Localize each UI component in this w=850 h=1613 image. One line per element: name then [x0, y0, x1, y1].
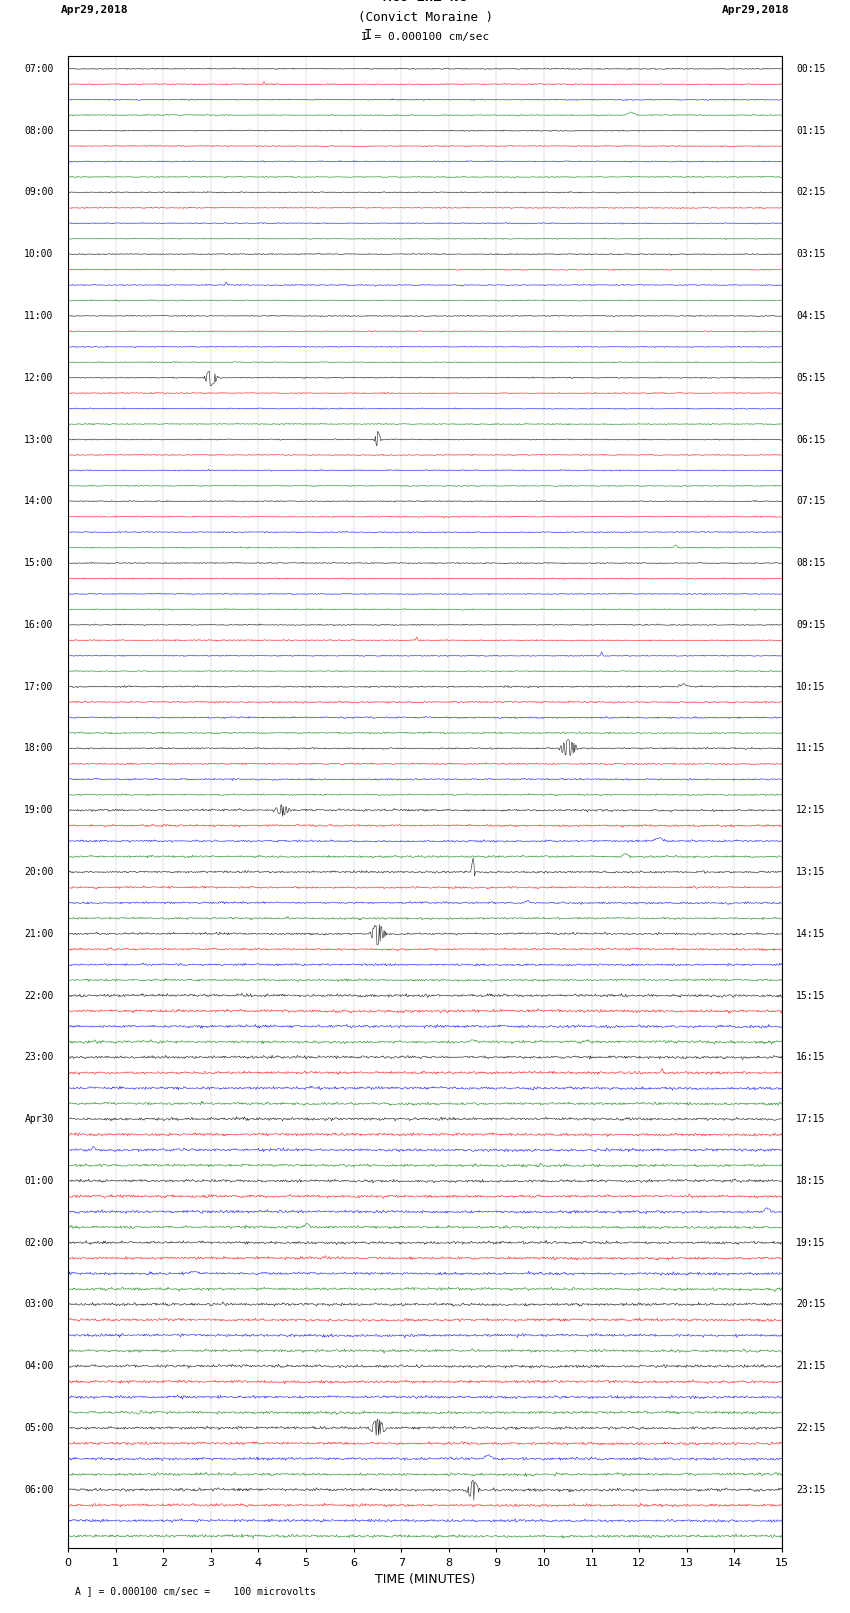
- Text: 05:00: 05:00: [25, 1423, 54, 1432]
- Text: Apr30: Apr30: [25, 1115, 54, 1124]
- Text: 17:15: 17:15: [796, 1115, 825, 1124]
- Text: 09:00: 09:00: [25, 187, 54, 197]
- Text: 06:15: 06:15: [796, 434, 825, 445]
- Text: 10:15: 10:15: [796, 682, 825, 692]
- Text: Apr29,2018: Apr29,2018: [61, 5, 128, 15]
- Text: 16:00: 16:00: [25, 619, 54, 629]
- Text: 02:00: 02:00: [25, 1237, 54, 1248]
- Text: 08:15: 08:15: [796, 558, 825, 568]
- Text: 03:00: 03:00: [25, 1300, 54, 1310]
- Text: 09:15: 09:15: [796, 619, 825, 629]
- Text: 01:15: 01:15: [796, 126, 825, 135]
- Text: 18:00: 18:00: [25, 744, 54, 753]
- Text: I = 0.000100 cm/sec: I = 0.000100 cm/sec: [361, 32, 489, 42]
- Text: 17:00: 17:00: [25, 682, 54, 692]
- Text: 23:00: 23:00: [25, 1052, 54, 1063]
- Text: 22:15: 22:15: [796, 1423, 825, 1432]
- Text: 18:15: 18:15: [796, 1176, 825, 1186]
- Text: 23:15: 23:15: [796, 1486, 825, 1495]
- Text: 11:00: 11:00: [25, 311, 54, 321]
- Text: 21:15: 21:15: [796, 1361, 825, 1371]
- Text: 14:15: 14:15: [796, 929, 825, 939]
- Text: 13:00: 13:00: [25, 434, 54, 445]
- Text: 22:00: 22:00: [25, 990, 54, 1000]
- Text: 12:15: 12:15: [796, 805, 825, 815]
- Text: (Convict Moraine ): (Convict Moraine ): [358, 11, 492, 24]
- Text: 10:00: 10:00: [25, 248, 54, 260]
- Text: 20:00: 20:00: [25, 866, 54, 877]
- Text: 08:00: 08:00: [25, 126, 54, 135]
- Text: 01:00: 01:00: [25, 1176, 54, 1186]
- Text: Apr29,2018: Apr29,2018: [722, 5, 789, 15]
- Text: 07:00: 07:00: [25, 65, 54, 74]
- Text: 15:15: 15:15: [796, 990, 825, 1000]
- Text: A ] = 0.000100 cm/sec =    100 microvolts: A ] = 0.000100 cm/sec = 100 microvolts: [75, 1586, 316, 1595]
- Text: 12:00: 12:00: [25, 373, 54, 382]
- Text: 19:15: 19:15: [796, 1237, 825, 1248]
- Text: 13:15: 13:15: [796, 866, 825, 877]
- Text: 06:00: 06:00: [25, 1486, 54, 1495]
- Text: 05:15: 05:15: [796, 373, 825, 382]
- Text: 11:15: 11:15: [796, 744, 825, 753]
- Text: MCO EHZ NC: MCO EHZ NC: [383, 0, 467, 5]
- Text: 16:15: 16:15: [796, 1052, 825, 1063]
- Text: 00:15: 00:15: [796, 65, 825, 74]
- Text: 20:15: 20:15: [796, 1300, 825, 1310]
- Text: 04:15: 04:15: [796, 311, 825, 321]
- Text: 07:15: 07:15: [796, 497, 825, 506]
- Text: 19:00: 19:00: [25, 805, 54, 815]
- X-axis label: TIME (MINUTES): TIME (MINUTES): [375, 1573, 475, 1586]
- Text: 02:15: 02:15: [796, 187, 825, 197]
- Text: I: I: [364, 27, 372, 42]
- Text: 21:00: 21:00: [25, 929, 54, 939]
- Text: 14:00: 14:00: [25, 497, 54, 506]
- Text: 04:00: 04:00: [25, 1361, 54, 1371]
- Text: 15:00: 15:00: [25, 558, 54, 568]
- Text: 03:15: 03:15: [796, 248, 825, 260]
